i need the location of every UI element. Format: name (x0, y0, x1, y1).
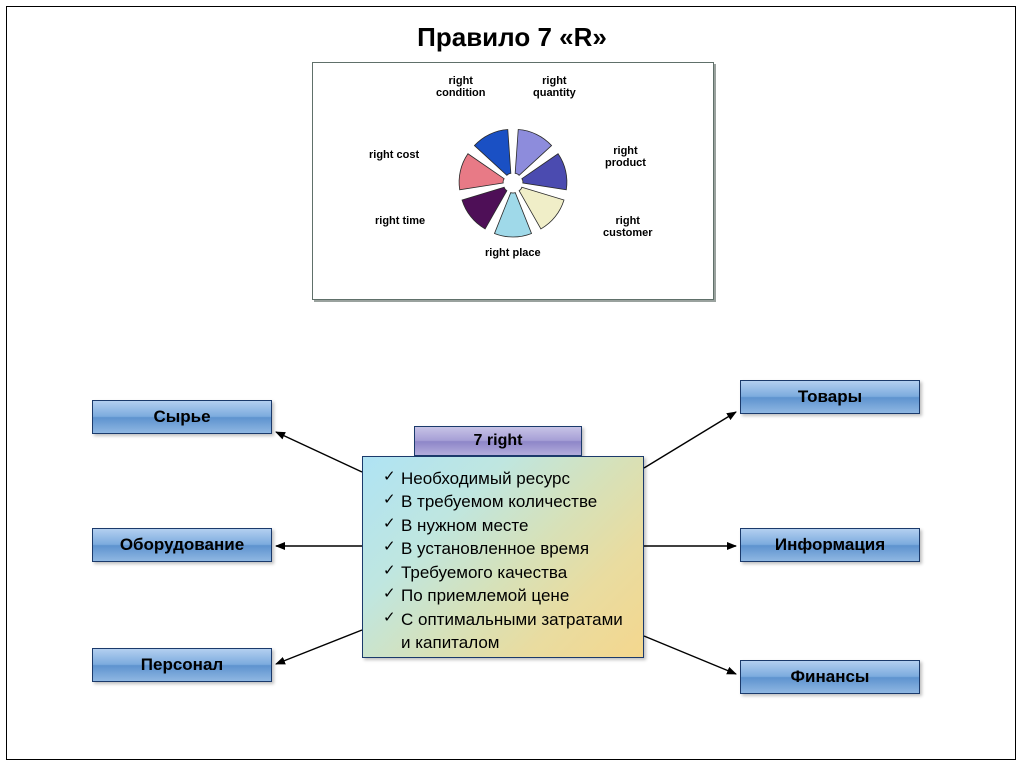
center-list-item: В установленное время (383, 537, 629, 560)
center-list-item: По приемлемой цене (383, 584, 629, 607)
box-label: Сырье (153, 407, 210, 427)
box-label: Информация (775, 535, 885, 555)
center-list: Необходимый ресурсВ требуемом количестве… (383, 467, 629, 655)
finance-box: Финансы (740, 660, 920, 694)
goods-box: Товары (740, 380, 920, 414)
box-label: Персонал (141, 655, 223, 675)
center-list-item: В требуемом количестве (383, 490, 629, 513)
raw-materials-box: Сырье (92, 400, 272, 434)
center-header-box: 7 right (414, 426, 582, 456)
center-list-item: Требуемого качества (383, 561, 629, 584)
pie-slice-label: right cost (369, 149, 419, 161)
pie-slice-label: right product (605, 145, 646, 169)
box-label: Оборудование (120, 535, 244, 555)
information-box: Информация (740, 528, 920, 562)
center-list-item: С оптимальными затратами и капиталом (383, 608, 629, 655)
pie-slice-label: right condition (436, 75, 486, 99)
box-label: Товары (798, 387, 862, 407)
personnel-box: Персонал (92, 648, 272, 682)
pie-slice-label: right time (375, 215, 425, 227)
center-list-item: Необходимый ресурс (383, 467, 629, 490)
equipment-box: Оборудование (92, 528, 272, 562)
pie-chart-frame: right condition right quantity right produ… (312, 62, 714, 300)
pie-chart (313, 63, 713, 299)
center-panel: Необходимый ресурсВ требуемом количестве… (362, 456, 644, 658)
pie-slice-label: right quantity (533, 75, 576, 99)
box-label: Финансы (791, 667, 870, 687)
page-title: Правило 7 «R» (0, 22, 1024, 53)
pie-slice-label: right customer (603, 215, 653, 239)
pie-slice-label: right place (485, 247, 541, 259)
center-header-label: 7 right (474, 432, 523, 450)
center-list-item: В нужном месте (383, 514, 629, 537)
